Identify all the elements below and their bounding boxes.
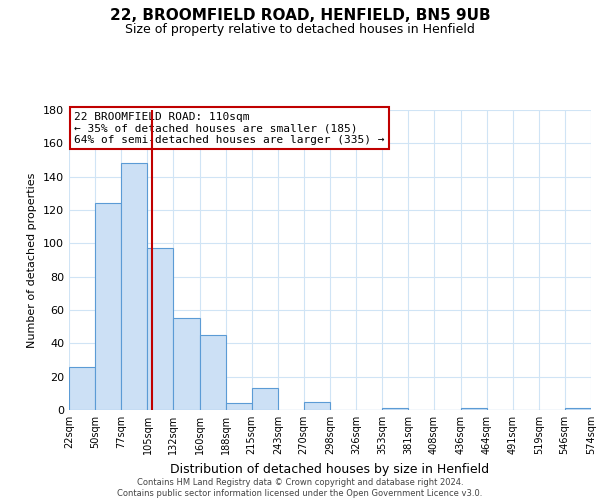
- Bar: [173, 318, 199, 410]
- Bar: [69, 366, 95, 410]
- Bar: [95, 204, 121, 410]
- Bar: [251, 388, 278, 410]
- Bar: [382, 408, 409, 410]
- Y-axis label: Number of detached properties: Number of detached properties: [28, 172, 37, 348]
- Bar: [226, 404, 251, 410]
- Bar: [304, 402, 330, 410]
- Text: Contains HM Land Registry data © Crown copyright and database right 2024.
Contai: Contains HM Land Registry data © Crown c…: [118, 478, 482, 498]
- Bar: [148, 248, 173, 410]
- Bar: [461, 408, 487, 410]
- X-axis label: Distribution of detached houses by size in Henfield: Distribution of detached houses by size …: [170, 462, 490, 475]
- Bar: [121, 164, 148, 410]
- Text: 22, BROOMFIELD ROAD, HENFIELD, BN5 9UB: 22, BROOMFIELD ROAD, HENFIELD, BN5 9UB: [110, 8, 490, 22]
- Bar: [199, 335, 226, 410]
- Bar: [565, 408, 591, 410]
- Text: 22 BROOMFIELD ROAD: 110sqm
← 35% of detached houses are smaller (185)
64% of sem: 22 BROOMFIELD ROAD: 110sqm ← 35% of deta…: [74, 112, 385, 144]
- Text: Size of property relative to detached houses in Henfield: Size of property relative to detached ho…: [125, 22, 475, 36]
